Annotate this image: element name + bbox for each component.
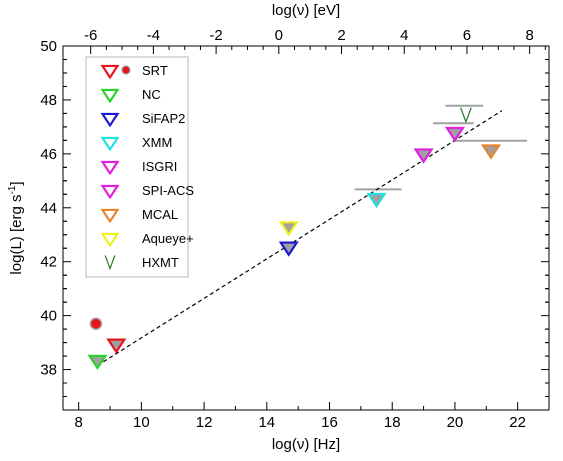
legend-marker: [100, 184, 120, 200]
y-tick-label: 48: [40, 92, 57, 109]
legend-label: MCAL: [142, 207, 178, 222]
fit-line: [97, 110, 503, 367]
data-point-triangle: [87, 354, 108, 371]
x-axis-label: log(ν) [Hz]: [272, 436, 340, 453]
legend-label: HXMT: [142, 255, 179, 270]
legend: SRT NC SiFAP2 XMM ISGRI SPI-ACS MCAL Aqueye+ HXM…: [85, 56, 194, 278]
y-axis-label-main: log(L) [erg s: [8, 195, 25, 275]
legend-marker: [100, 88, 120, 104]
legend-label: SRT: [142, 63, 168, 78]
x-tick-label: 12: [196, 414, 213, 431]
x2-tick-label: -6: [84, 27, 97, 44]
x2-tick-label: 0: [275, 27, 283, 44]
errorbar-layer: [354, 104, 528, 191]
legend-label: Aqueye+: [142, 231, 194, 246]
legend-marker: [100, 232, 120, 248]
data-point-circle: [89, 317, 103, 330]
x-tick-label: 14: [258, 414, 275, 431]
plot-frame: [62, 45, 550, 411]
data-point-v: [460, 107, 472, 124]
legend-label: ISGRI: [142, 159, 177, 174]
y-axis-label-end: ]: [8, 181, 25, 185]
legend-box: [85, 56, 189, 278]
legend-marker: [100, 208, 120, 224]
x2-tick-label: -2: [209, 27, 222, 44]
legend-label: SPI-ACS: [142, 183, 194, 198]
legend-marker-circle: [121, 65, 131, 75]
legend-label: XMM: [142, 135, 172, 150]
x2-tick-label: -4: [147, 27, 160, 44]
x2-tick-label: 4: [400, 27, 408, 44]
data-point-triangle: [444, 126, 465, 143]
legend-marker: [100, 64, 120, 80]
y-axis-label: log(L) [erg s-1]: [7, 181, 25, 274]
legend-marker: [100, 136, 120, 152]
legend-marker: [100, 112, 120, 128]
x-tick-label: 18: [384, 414, 401, 431]
legend-items: SRT NC SiFAP2 XMM ISGRI SPI-ACS MCAL Aqueye+ HXM…: [100, 63, 194, 271]
points-layer: [87, 107, 502, 371]
x-tick-label: 22: [509, 414, 526, 431]
y-axis-label-superscript: -1: [7, 185, 18, 194]
y-tick-label: 40: [40, 308, 57, 325]
x2-axis-label: log(ν) [eV]: [272, 2, 340, 19]
y-tick-label: 50: [40, 38, 57, 55]
x2-tick-label: 2: [337, 27, 345, 44]
y-tick-label: 38: [40, 362, 57, 379]
legend-marker: [100, 160, 120, 176]
x-tick-label: 8: [75, 414, 83, 431]
y-tick-label: 42: [40, 254, 57, 271]
y-tick-label: 46: [40, 146, 57, 163]
legend-label: NC: [142, 87, 161, 102]
x2-tick-label: 6: [463, 27, 471, 44]
legend-marker: [104, 255, 116, 271]
x-tick-label: 16: [321, 414, 338, 431]
data-point-triangle: [278, 241, 299, 257]
data-point-triangle: [480, 144, 502, 160]
legend-label: SiFAP2: [142, 111, 185, 126]
data-point-triangle: [366, 192, 387, 209]
y-tick-label: 44: [40, 200, 57, 217]
x2-tick-label: 8: [525, 27, 533, 44]
data-point-triangle: [413, 148, 434, 164]
x-tick-label: 10: [133, 414, 150, 431]
data-point-triangle: [278, 221, 299, 237]
data-point-triangle: [106, 338, 127, 354]
x-tick-label: 20: [447, 414, 464, 431]
